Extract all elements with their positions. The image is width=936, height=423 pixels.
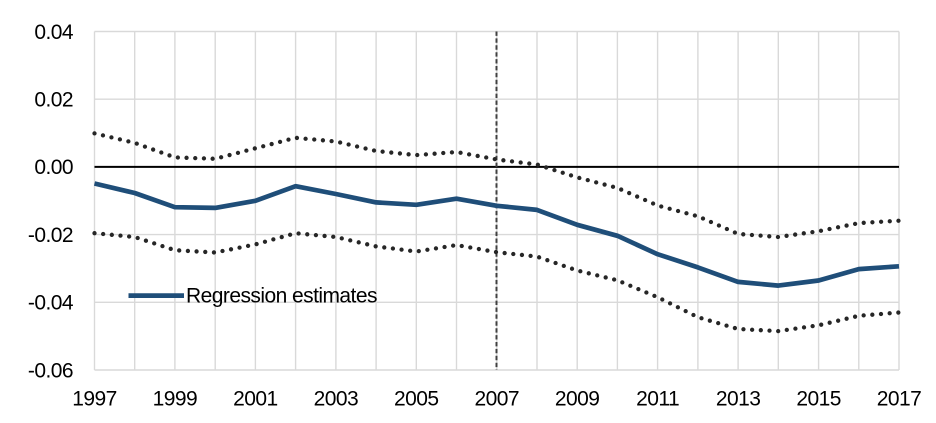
svg-text:0.02: 0.02 — [34, 89, 73, 112]
svg-text:0.04: 0.04 — [34, 21, 74, 44]
svg-text:-0.04: -0.04 — [28, 292, 74, 315]
svg-text:-0.06: -0.06 — [28, 359, 73, 382]
svg-text:1997: 1997 — [72, 387, 117, 410]
svg-text:2011: 2011 — [636, 387, 679, 410]
svg-text:1999: 1999 — [153, 387, 198, 410]
svg-text:2009: 2009 — [555, 387, 600, 410]
svg-text:2005: 2005 — [394, 387, 439, 410]
svg-text:2013: 2013 — [716, 387, 761, 410]
svg-text:2015: 2015 — [796, 387, 841, 410]
svg-text:2003: 2003 — [314, 387, 359, 410]
svg-text:-0.02: -0.02 — [28, 224, 73, 247]
svg-text:0.00: 0.00 — [34, 156, 73, 179]
svg-text:2007: 2007 — [475, 387, 520, 410]
svg-text:2001: 2001 — [233, 387, 278, 410]
svg-text:Regression estimates: Regression estimates — [186, 285, 377, 308]
svg-text:2017: 2017 — [877, 387, 922, 410]
